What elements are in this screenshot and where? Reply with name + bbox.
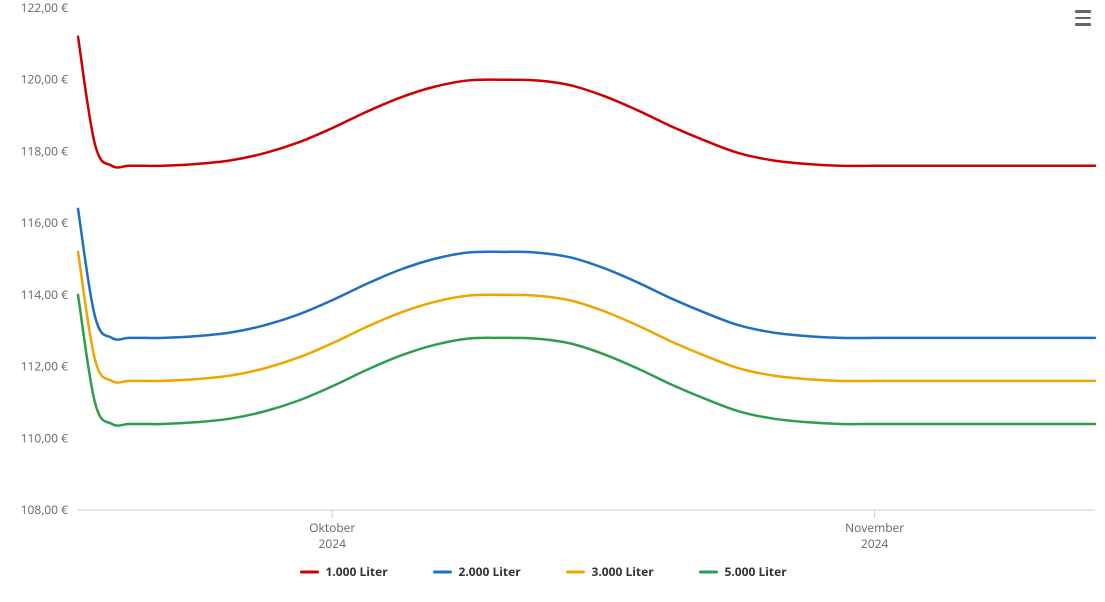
legend-label: 1.000 Liter xyxy=(326,563,389,580)
x-tick-year: 2024 xyxy=(319,535,347,552)
y-tick-label: 108,00 € xyxy=(21,501,69,518)
y-tick-label: 120,00 € xyxy=(21,71,69,88)
legend-label: 5.000 Liter xyxy=(725,563,788,580)
chart-svg: 108,00 € 110,00 € 112,00 € 114,00 € 116,00 €… xyxy=(0,0,1105,602)
y-tick-label: 118,00 € xyxy=(21,142,69,159)
y-tick-label: 114,00 € xyxy=(21,286,69,303)
chart-menu-button[interactable] xyxy=(1071,6,1095,30)
price-line-chart: 108,00 € 110,00 € 112,00 € 114,00 € 116,00 €… xyxy=(0,0,1105,602)
y-tick-label: 122,00 € xyxy=(21,0,69,16)
y-tick-label: 112,00 € xyxy=(21,358,69,375)
hamburger-icon xyxy=(1075,10,1091,13)
legend-label: 3.000 Liter xyxy=(592,563,655,580)
y-tick-label: 110,00 € xyxy=(21,429,69,446)
y-tick-label: 116,00 € xyxy=(21,214,69,231)
x-tick-label: November xyxy=(845,519,904,536)
chart-background xyxy=(0,0,1105,602)
x-tick-label: Oktober xyxy=(309,519,355,536)
x-tick-year: 2024 xyxy=(861,535,889,552)
legend-label: 2.000 Liter xyxy=(459,563,522,580)
